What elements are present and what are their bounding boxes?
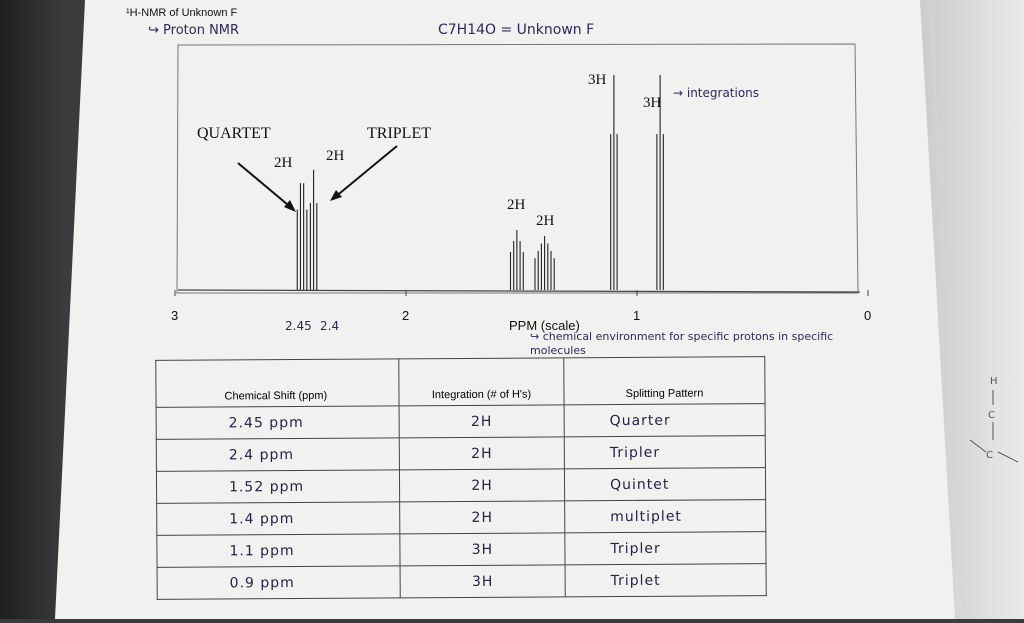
integration-cell: 2H bbox=[399, 500, 565, 534]
triplet-arrow bbox=[333, 145, 398, 199]
spectrum-baseline bbox=[177, 289, 861, 293]
peak-multiplet bbox=[509, 230, 524, 290]
ppm-note: ↪ chemical environment for specific prot… bbox=[530, 330, 834, 357]
ppm-note-box: ↪ chemical environment for specific prot… bbox=[530, 330, 834, 357]
carbon-atom-label: C bbox=[988, 410, 995, 421]
x-tick-label: 1 bbox=[633, 308, 640, 323]
shift-cell: 1.1 ppm bbox=[156, 533, 401, 568]
molecule-sketch: H C C bbox=[969, 376, 1019, 463]
table-row: 2.45 ppm 2H Quarter bbox=[156, 403, 766, 440]
axis-ticks: 3 2 1 0 bbox=[171, 290, 871, 323]
triplet-label: TRIPLET bbox=[367, 125, 431, 142]
x-tick-label: 2 bbox=[402, 308, 409, 323]
shift-cell: 0.9 ppm bbox=[157, 565, 401, 600]
nmr-data-table: Chemical Shift (ppm) Integration (# of H… bbox=[155, 356, 767, 600]
hydrogen-atom-label: H bbox=[990, 376, 998, 387]
integration-label: 2H bbox=[536, 213, 555, 229]
table-row: 2.4 ppm 2H Tripler bbox=[156, 435, 766, 472]
column-header: Splitting Pattern bbox=[563, 356, 766, 405]
dark-background-left bbox=[0, 0, 70, 619]
splitting-cell: Tripler bbox=[564, 435, 766, 469]
peaks-group bbox=[296, 75, 664, 290]
table-header-row: Chemical Shift (ppm) Integration (# of H… bbox=[155, 356, 766, 408]
splitting-cell: Triplet bbox=[565, 563, 767, 597]
paper-sheet bbox=[55, 0, 955, 619]
table-row: 0.9 ppm 3H Triplet bbox=[157, 563, 767, 600]
integration-label: 3H bbox=[643, 95, 662, 111]
triplet-arrowhead bbox=[330, 190, 342, 201]
integrations-note: → integrations bbox=[673, 86, 759, 100]
shift-note-2-4: 2.4 bbox=[320, 319, 339, 333]
chart-title: ¹H-NMR of Unknown F bbox=[126, 7, 238, 19]
integration-cell: 3H bbox=[400, 564, 566, 598]
integration-label: 3H bbox=[588, 72, 607, 88]
integration-label: 2H bbox=[507, 197, 526, 213]
integration-cell: 2H bbox=[399, 404, 565, 438]
quartet-arrow bbox=[237, 162, 295, 211]
table-row: 1.4 ppm 2H multiplet bbox=[156, 499, 766, 536]
splitting-cell: Quarter bbox=[564, 403, 766, 437]
shift-cell: 2.4 ppm bbox=[156, 437, 400, 472]
paper-edge bbox=[929, 0, 966, 620]
integration-label: 2H bbox=[274, 155, 293, 171]
integration-label: 2H bbox=[326, 148, 345, 164]
shift-cell: 1.52 ppm bbox=[156, 469, 400, 504]
x-tick-label: 0 bbox=[864, 308, 871, 323]
quartet-arrowhead bbox=[284, 200, 296, 212]
x-axis-label: PPM (scale) bbox=[509, 318, 580, 333]
table-row: 1.52 ppm 2H Quintet bbox=[156, 467, 766, 504]
peak-multiplet bbox=[610, 75, 618, 290]
quartet-label: QUARTET bbox=[197, 125, 271, 142]
splitting-cell: multiplet bbox=[564, 499, 766, 533]
peak-multiplet bbox=[309, 170, 318, 290]
shift-cell: 1.4 ppm bbox=[156, 501, 400, 536]
formula-note: C7H14O = Unknown F bbox=[438, 22, 594, 38]
shift-cell: 2.45 ppm bbox=[156, 405, 400, 440]
peak-multiplet bbox=[296, 183, 308, 290]
splitting-cell: Quintet bbox=[564, 467, 766, 501]
spectrum-frame bbox=[176, 43, 859, 294]
x-tick-label: 3 bbox=[171, 308, 178, 323]
table-row: 1.1 ppm 3H Tripler bbox=[156, 531, 767, 568]
proton-nmr-note: ↪ Proton NMR bbox=[148, 23, 239, 38]
column-header: Integration (# of H's) bbox=[398, 357, 565, 406]
integration-cell: 2H bbox=[399, 468, 565, 502]
peak-multiplet bbox=[534, 236, 555, 290]
column-header: Chemical Shift (ppm) bbox=[155, 358, 400, 408]
splitting-cell: Tripler bbox=[564, 531, 767, 565]
shift-note-2-45: 2.45 bbox=[285, 319, 312, 333]
peak-multiplet bbox=[656, 75, 664, 290]
integration-cell: 2H bbox=[399, 436, 565, 470]
integration-cell: 3H bbox=[399, 532, 566, 566]
carbon-atom-label: C bbox=[986, 450, 993, 461]
